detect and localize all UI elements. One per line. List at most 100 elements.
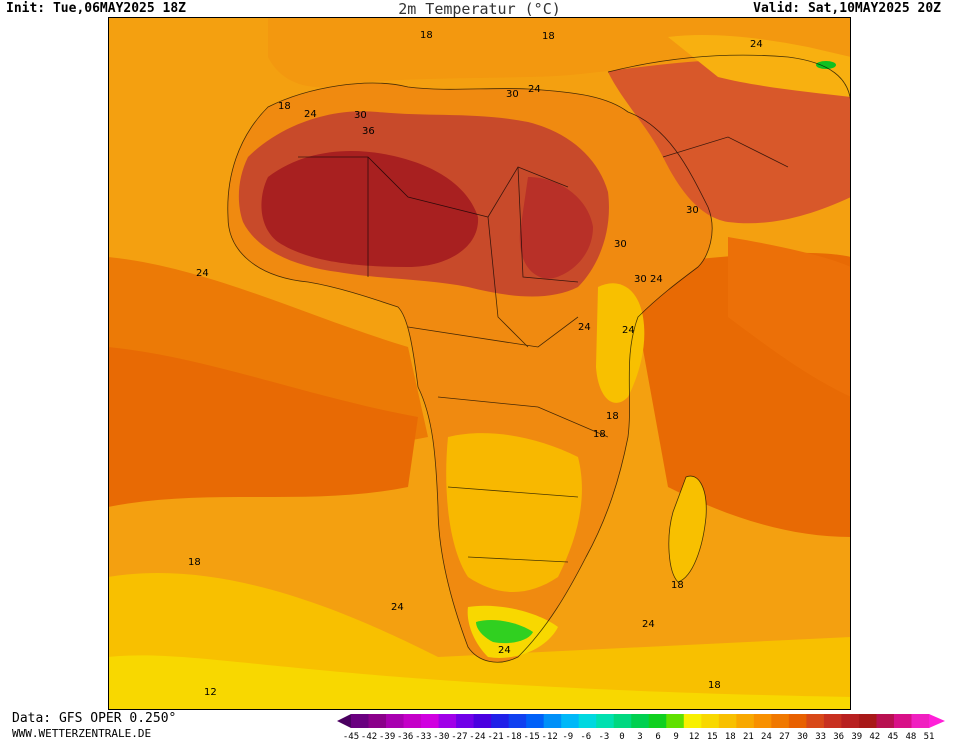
legend-swatch xyxy=(491,714,510,728)
contour-label: 30 xyxy=(634,274,647,285)
legend-swatch xyxy=(543,714,562,728)
legend-swatch xyxy=(561,714,580,728)
legend-tick-label: -9 xyxy=(562,732,573,741)
legend-swatch xyxy=(753,714,772,728)
contour-label: 24 xyxy=(650,274,663,285)
contour-label: 24 xyxy=(528,84,541,95)
contour-label: 18 xyxy=(542,31,555,42)
legend-tick-label: 51 xyxy=(924,732,935,741)
legend-tick-label: -30 xyxy=(433,732,449,741)
contour-label: 24 xyxy=(750,39,763,50)
data-source: Data: GFS OPER 0.250° xyxy=(12,711,177,726)
legend-swatch xyxy=(631,714,650,728)
legend-tick-label: -45 xyxy=(343,732,359,741)
contour-label: 18 xyxy=(420,30,433,41)
legend-tick-label: 18 xyxy=(725,732,736,741)
legend-swatch xyxy=(578,714,597,728)
contour-label: 36 xyxy=(362,126,375,137)
legend-tick-label: -21 xyxy=(487,732,503,741)
legend-swatch xyxy=(823,714,842,728)
legend-tick-label: 15 xyxy=(707,732,718,741)
legend-swatch xyxy=(788,714,807,728)
contour-label: 24 xyxy=(498,645,511,656)
contour-label: 24 xyxy=(304,109,317,120)
contour-label: 24 xyxy=(391,602,404,613)
contour-label: 30 xyxy=(506,89,519,100)
legend-swatch xyxy=(526,714,545,728)
legend-swatch xyxy=(613,714,632,728)
legend-tick-label: -18 xyxy=(505,732,521,741)
legend-swatch xyxy=(596,714,615,728)
contour-label: 30 xyxy=(686,205,699,216)
legend-swatch xyxy=(386,714,405,728)
legend-tick-label: 45 xyxy=(887,732,898,741)
legend-tick-label: -24 xyxy=(469,732,485,741)
contour-label: 24 xyxy=(578,322,591,333)
legend-tick-label: 0 xyxy=(619,732,624,741)
color-legend: -45 -42 -39 -36 -33 -30 -27 -24 -21 -18 -15 -12 -9 -6… xyxy=(337,714,945,741)
legend-tick-label: 12 xyxy=(689,732,700,741)
legend-arrow-left xyxy=(337,714,351,728)
legend-tick-label: 3 xyxy=(637,732,642,741)
legend-tick-label: -42 xyxy=(361,732,377,741)
legend-swatch xyxy=(858,714,877,728)
legend-tick-label: 39 xyxy=(851,732,862,741)
legend-swatch xyxy=(456,714,475,728)
legend-swatch xyxy=(718,714,737,728)
legend-swatch xyxy=(876,714,895,728)
legend-swatch xyxy=(736,714,755,728)
legend-swatch xyxy=(911,714,930,728)
legend-swatch xyxy=(683,714,702,728)
legend-tick-label: -36 xyxy=(397,732,413,741)
legend-tick-label: 33 xyxy=(815,732,826,741)
legend-tick-label: -27 xyxy=(451,732,467,741)
legend-swatch xyxy=(648,714,667,728)
legend-tick-label: -33 xyxy=(415,732,431,741)
website-url: WWW.WETTERZENTRALE.DE xyxy=(12,727,152,740)
legend-swatch xyxy=(403,714,422,728)
legend-swatch xyxy=(508,714,527,728)
legend-swatch xyxy=(473,714,492,728)
legend-tick-label: -39 xyxy=(379,732,395,741)
legend-tick-label: 27 xyxy=(779,732,790,741)
legend-tick-label: -12 xyxy=(542,732,558,741)
contour-label: 18 xyxy=(671,580,684,591)
legend-tick-label: 36 xyxy=(833,732,844,741)
legend-swatch xyxy=(841,714,860,728)
legend-swatch xyxy=(701,714,720,728)
legend-swatch xyxy=(438,714,457,728)
init-time: Init: Tue,06MAY2025 18Z xyxy=(6,1,187,16)
legend-tick-label: -15 xyxy=(523,732,539,741)
legend-swatch xyxy=(421,714,440,728)
legend-tick-label: 9 xyxy=(673,732,678,741)
legend-swatch xyxy=(351,714,370,728)
contour-label: 24 xyxy=(642,619,655,630)
legend-tick-label: 30 xyxy=(797,732,808,741)
legend-arrow-right xyxy=(929,714,945,728)
valid-time: Valid: Sat,10MAY2025 20Z xyxy=(753,1,941,16)
legend-swatch xyxy=(368,714,387,728)
legend-swatch xyxy=(806,714,825,728)
legend-tick-label: 21 xyxy=(743,732,754,741)
legend-tick-label: 42 xyxy=(869,732,880,741)
contour-label: 30 xyxy=(614,239,627,250)
legend-tick-label: 48 xyxy=(906,732,917,741)
contour-label: 18 xyxy=(708,680,721,691)
legend-tick-label: -6 xyxy=(580,732,591,741)
legend-tick-label: -3 xyxy=(598,732,609,741)
contour-label: 12 xyxy=(204,687,217,698)
legend-swatch xyxy=(893,714,912,728)
map-title: 2m Temperatur (°C) xyxy=(398,0,561,18)
contour-label: 18 xyxy=(593,429,606,440)
contour-label: 18 xyxy=(606,411,619,422)
contour-label: 18 xyxy=(278,101,291,112)
contour-label: 24 xyxy=(196,268,209,279)
legend-tick-label: 6 xyxy=(655,732,660,741)
contour-label: 18 xyxy=(188,557,201,568)
legend-tick-label: 24 xyxy=(761,732,772,741)
contour-label: 30 xyxy=(354,110,367,121)
temperature-map: 18 18 24 18 24 30 24 30 36 30 30 24 24 3… xyxy=(108,17,851,710)
legend-swatch xyxy=(771,714,790,728)
legend-swatch xyxy=(666,714,685,728)
contour-label: 24 xyxy=(622,325,635,336)
